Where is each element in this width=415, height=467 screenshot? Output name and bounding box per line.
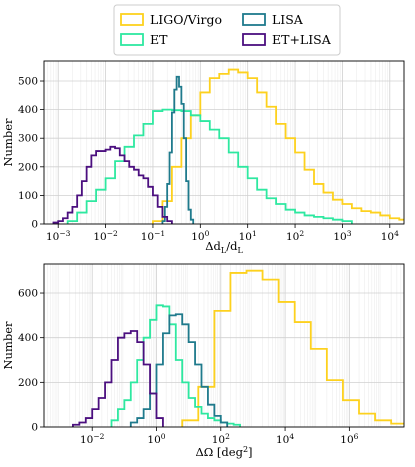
y-tick-label: 400 (18, 332, 38, 344)
y-tick-label: 500 (18, 76, 38, 88)
y-tick-label: 600 (18, 288, 38, 300)
series-lisa (161, 75, 195, 224)
x-tick-label: 100 (147, 432, 165, 446)
legend-frame (113, 4, 341, 56)
y-tick-label: 200 (18, 377, 38, 389)
grid (44, 61, 404, 225)
legend-label-et: ET (150, 32, 168, 47)
x-axis-label: ΔΩ [deg2] (195, 445, 252, 459)
x-tick-label: 10−2 (80, 432, 105, 446)
legend-swatch-lisa (242, 13, 266, 26)
legend-swatch-et (120, 33, 144, 46)
x-tick-label: 104 (381, 229, 399, 243)
x-tick-label: 104 (276, 432, 294, 446)
legend-swatch-etlisa (242, 33, 266, 46)
x-tick-label: 10−2 (93, 229, 118, 243)
x-tick-label: 106 (340, 432, 358, 446)
y-axis-label: Number (1, 321, 15, 370)
legend-entry-lisa: LISA (242, 12, 304, 27)
x-tick-label: 101 (239, 229, 257, 243)
y-tick-label: 0 (31, 219, 38, 231)
x-tick-label: 10−1 (141, 229, 165, 243)
x-tick-label: 10−3 (46, 229, 71, 243)
histogram-panel-sky-area: 10−2 100 102 104 106 0 200 400 600 ΔΩ [deg2] Numbe… (1, 263, 405, 459)
y-tick-label: 300 (18, 133, 38, 145)
series-group (52, 68, 404, 224)
axes-frame (43, 60, 405, 225)
legend-entry-et: ET (120, 32, 168, 47)
x-axis-label: ΔdL/dL (205, 239, 243, 255)
legend-label-etlisa: ET+LISA (272, 32, 332, 47)
histogram-panel-distance: 10−3 10−2 10−1 100 101 102 103 104 0 100 200 300 400… (1, 60, 405, 255)
series-etlisa (52, 145, 173, 224)
y-tick-label: 400 (18, 104, 38, 116)
y-tick-label: 200 (18, 161, 38, 173)
series-et (66, 108, 353, 224)
x-tick-label: 102 (212, 432, 230, 446)
series-group (72, 269, 404, 427)
series-etlisa (72, 330, 164, 427)
series-lisa (129, 313, 229, 427)
series-ligo (181, 269, 404, 427)
y-tick-label: 100 (18, 190, 38, 202)
legend-swatch-ligo (120, 13, 144, 26)
axes-frame (43, 263, 405, 428)
legend-entry-ligo: LIGO/Virgo (120, 12, 222, 27)
legend-label-ligo: LIGO/Virgo (150, 12, 222, 27)
x-tick-label: 102 (286, 229, 304, 243)
y-axis-label: Number (1, 118, 15, 167)
legend-entry-etlisa: ET+LISA (242, 32, 332, 47)
legend-label-lisa: LISA (272, 12, 304, 27)
x-tick-label: 100 (191, 229, 209, 243)
x-tick-label: 103 (333, 229, 351, 243)
legend: LIGO/Virgo LISA ET ET+LISA (113, 4, 341, 56)
y-tick-label: 0 (31, 422, 38, 434)
